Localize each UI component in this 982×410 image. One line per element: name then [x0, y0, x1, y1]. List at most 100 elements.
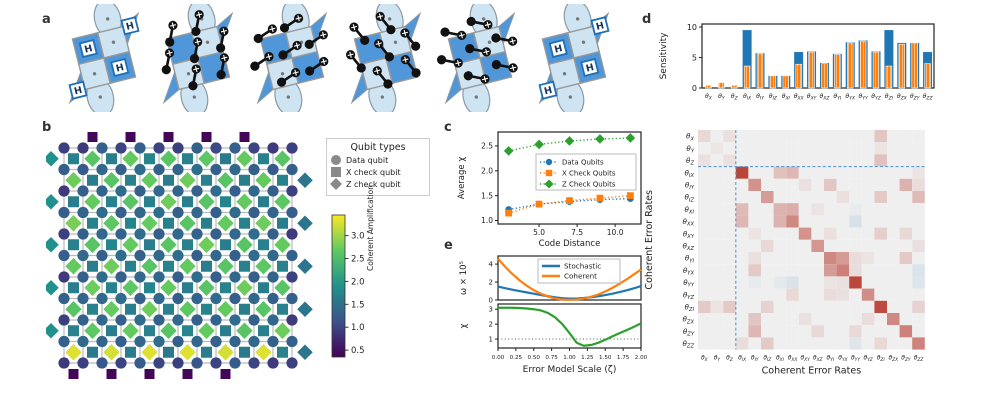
- svg-text:θYX: θYX: [683, 266, 695, 277]
- svg-text:4: 4: [489, 260, 494, 268]
- svg-text:θIZ: θIZ: [763, 355, 772, 363]
- x-check-qubit-icon: [331, 167, 341, 177]
- series-z-check-qubits: [503, 133, 636, 156]
- svg-text:θYX: θYX: [845, 93, 856, 101]
- svg-text:θXI: θXI: [776, 355, 785, 363]
- panel-c-legend: Data Qubits X Check Qubits Z Check Qubits: [535, 153, 637, 191]
- svg-text:θYX: θYX: [838, 355, 848, 363]
- cnot-layer-2: [250, 4, 329, 112]
- svg-text:θXZ: θXZ: [819, 93, 830, 101]
- svg-text:θIY: θIY: [756, 93, 765, 101]
- svg-text:θZI: θZI: [885, 93, 894, 101]
- svg-text:1: 1: [489, 335, 493, 343]
- panel-e-label: e: [444, 238, 453, 253]
- svg-text:5: 5: [692, 53, 697, 62]
- svg-text:θYZ: θYZ: [863, 355, 873, 363]
- panel-d-coherent-error-heatmap: θXθXθYθYθZθZθIXθIXθIYθIYθIZθIZθXIθXIθXXθ…: [644, 130, 925, 377]
- legend-item-data-qubit: Data qubit: [331, 155, 425, 165]
- svg-text:H: H: [543, 85, 553, 98]
- svg-text:θX: θX: [686, 132, 694, 143]
- svg-text:θX: θX: [705, 93, 713, 101]
- series-x-check-qubits: [505, 192, 634, 217]
- svg-text:θYI: θYI: [827, 355, 835, 363]
- svg-text:1.00: 1.00: [563, 355, 576, 361]
- svg-text:Sensitivity: Sensitivity: [659, 32, 669, 80]
- svg-text:θXY: θXY: [807, 93, 818, 101]
- colorbar-label: Coherent Amplification: [366, 185, 375, 271]
- curve-stochastic: [497, 285, 642, 300]
- heatmap-cells: [698, 130, 925, 350]
- cnot-layer-4: [436, 4, 518, 112]
- svg-text:θZ: θZ: [731, 93, 739, 101]
- svg-text:0.5: 0.5: [351, 346, 365, 356]
- qubit-types-legend: Qubit types Data qubit X check qubit Z c…: [326, 138, 430, 196]
- svg-text:θYY: θYY: [683, 278, 695, 289]
- svg-text:2: 2: [489, 321, 493, 329]
- svg-text:θIZ: θIZ: [769, 93, 778, 101]
- svg-text:0.25: 0.25: [510, 355, 523, 361]
- svg-text:θZY: θZY: [901, 355, 911, 363]
- svg-text:θYI: θYI: [685, 254, 695, 265]
- svg-text:θZX: θZX: [897, 93, 908, 101]
- svg-text:0: 0: [489, 296, 493, 304]
- svg-text:H: H: [595, 20, 605, 33]
- svg-text:θY: θY: [686, 144, 694, 155]
- svg-text:H: H: [115, 62, 125, 75]
- panel-a-label: a: [42, 12, 51, 27]
- svg-text:H: H: [585, 62, 595, 75]
- svg-text:θZZ: θZZ: [923, 93, 934, 101]
- svg-text:θIX: θIX: [743, 93, 752, 101]
- svg-text:5.0: 5.0: [533, 228, 545, 237]
- svg-text:θYY: θYY: [851, 355, 860, 363]
- coherent-amplification-colorbar: 0.5 1.0 1.5 2.0 2.5 3.0: [331, 214, 365, 358]
- panel-c-average-chi-plot: 1.0 1.5 2.0 2.5 5.0 7.5 10.0 Code Distance Avera…: [457, 131, 642, 249]
- svg-text:θXY: θXY: [683, 229, 695, 240]
- panel-b-label: b: [42, 120, 52, 135]
- legend-title: Qubit types: [350, 142, 406, 153]
- svg-text:2: 2: [489, 278, 493, 286]
- svg-text:θXZ: θXZ: [683, 242, 695, 253]
- svg-text:θXI: θXI: [685, 205, 695, 216]
- svg-text:1.75: 1.75: [617, 355, 630, 361]
- svg-text:2.0: 2.0: [351, 277, 365, 287]
- panel-b-surface-code-lattice: [46, 132, 313, 379]
- svg-text:θZ: θZ: [686, 156, 694, 167]
- svg-text:θY: θY: [718, 93, 726, 101]
- svg-text:χ: χ: [459, 323, 469, 328]
- svg-text:θYY: θYY: [858, 93, 869, 101]
- svg-text:1.5: 1.5: [351, 300, 365, 310]
- svg-text:X Check Qubits: X Check Qubits: [562, 170, 616, 178]
- svg-text:θX: θX: [701, 355, 709, 363]
- curve-chi: [498, 306, 642, 347]
- panel-a-circuit-schematics: H H H H H H H H: [58, 4, 620, 112]
- svg-text:1.0: 1.0: [481, 216, 493, 225]
- svg-text:H: H: [125, 20, 135, 33]
- svg-text:Stochastic: Stochastic: [564, 262, 601, 271]
- svg-text:θYZ: θYZ: [871, 93, 882, 101]
- curve-coherent: [497, 257, 642, 301]
- svg-text:θIX: θIX: [738, 355, 747, 363]
- svg-text:θZX: θZX: [683, 315, 695, 326]
- svg-text:θIX: θIX: [685, 168, 695, 179]
- svg-text:θXI: θXI: [782, 93, 791, 101]
- svg-text:θZY: θZY: [910, 93, 921, 101]
- svg-text:Coherent: Coherent: [564, 272, 597, 281]
- svg-text:1.25: 1.25: [581, 355, 594, 361]
- svg-text:θXX: θXX: [788, 355, 799, 363]
- svg-text:Error Model Scale (ζ): Error Model Scale (ζ): [523, 365, 617, 375]
- svg-text:θZZ: θZZ: [914, 355, 925, 363]
- svg-text:ω × 10⁵: ω × 10⁵: [459, 261, 469, 295]
- svg-text:10: 10: [687, 23, 697, 32]
- svg-text:Data Qubits: Data Qubits: [562, 159, 604, 167]
- svg-text:θIY: θIY: [685, 181, 695, 192]
- panel-c-label: c: [444, 120, 452, 135]
- z-check-qubit-icon: [329, 177, 343, 191]
- svg-text:θIY: θIY: [751, 355, 759, 363]
- svg-text:2.0: 2.0: [481, 166, 493, 175]
- svg-text:θXZ: θXZ: [813, 355, 824, 363]
- cnot-layer-1: [161, 4, 234, 112]
- svg-text:3.0: 3.0: [351, 232, 365, 242]
- panel-d-label: d: [642, 12, 652, 27]
- svg-text:2.5: 2.5: [351, 255, 365, 265]
